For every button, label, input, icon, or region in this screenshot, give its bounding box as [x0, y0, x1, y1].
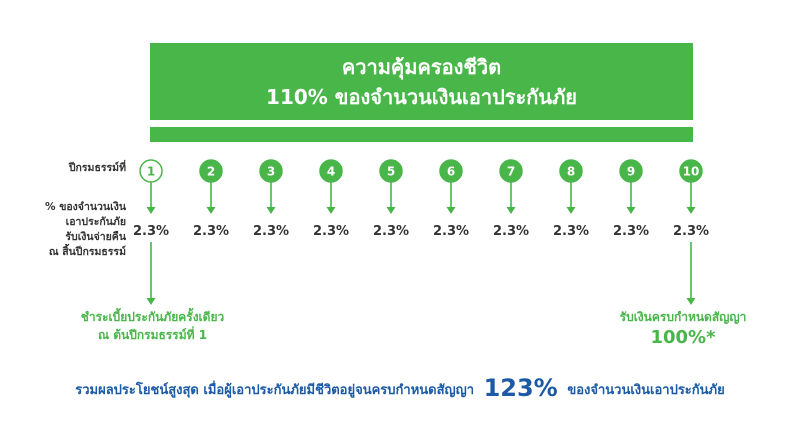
payout-percent: 2.3% — [613, 224, 649, 239]
policy-year-label: ปีกรมธรรม์ที่ — [68, 162, 126, 174]
summary-percent: 123% — [483, 374, 558, 402]
payout-arrow-head — [446, 207, 456, 214]
payout-percent: 2.3% — [133, 224, 169, 239]
payout-arrow-head — [146, 207, 156, 214]
year-number: 7 — [507, 165, 515, 179]
payout-percent: 2.3% — [433, 224, 469, 239]
payout-label-line: เอาประกันภัย — [65, 216, 126, 228]
payout-label-line: รับเงินจ่ายคืน — [65, 231, 126, 243]
year-number: 10 — [683, 165, 700, 179]
payout-percent: 2.3% — [313, 224, 349, 239]
year-number: 3 — [267, 165, 275, 179]
summary-prefix: รวมผลประโยชน์สูงสุด เมื่อผู้เอาประกันภัย… — [75, 383, 474, 398]
year-number: 6 — [447, 165, 455, 179]
banner-title: ความคุ้มครองชีวิต — [341, 54, 502, 79]
banner-subtitle: 110% ของจำนวนเงินเอาประกันภัย — [266, 84, 577, 109]
year-number: 5 — [387, 165, 395, 179]
year-number: 8 — [567, 165, 575, 179]
payout-percent: 2.3% — [193, 224, 229, 239]
payout-percent: 2.3% — [553, 224, 589, 239]
single-premium-note: ชำระเบี้ยประกันภัยครั้งเดียว ณ ต้นปีกรมธ… — [60, 308, 245, 344]
year-number: 4 — [327, 165, 335, 179]
maturity-note: รับเงินครบกำหนดสัญญา 100%* — [588, 308, 778, 350]
payout-label-line: ณ สิ้นปีกรมธรรม์ — [48, 246, 126, 258]
payout-arrow-head — [326, 207, 336, 214]
coverage-banner: ความคุ้มครองชีวิต 110% ของจำนวนเงินเอาปร… — [150, 43, 693, 120]
premium-arrow-head — [146, 298, 156, 305]
maturity-value: 100%* — [650, 327, 716, 348]
summary-suffix: ของจำนวนเงินเอาประกันภัย — [567, 383, 725, 398]
year-number: 2 — [207, 165, 215, 179]
payout-arrow-head — [386, 207, 396, 214]
payout-percent: 2.3% — [373, 224, 409, 239]
payout-percent: 2.3% — [493, 224, 529, 239]
payout-percent: 2.3% — [253, 224, 289, 239]
payout-percent-label: % ของจำนวนเงิน เอาประกันภัย รับเงินจ่ายค… — [45, 200, 126, 260]
payout-arrow-head — [686, 207, 696, 214]
payout-arrow-head — [266, 207, 276, 214]
payout-arrow-head — [206, 207, 216, 214]
total-benefit-summary: รวมผลประโยชน์สูงสุด เมื่อผู้เอาประกันภัย… — [0, 374, 800, 402]
year-number: 9 — [627, 165, 635, 179]
timeline-bar — [150, 127, 693, 142]
payout-percent: 2.3% — [673, 224, 709, 239]
payout-label-line: % ของจำนวนเงิน — [45, 201, 126, 213]
maturity-label: รับเงินครบกำหนดสัญญา — [619, 310, 747, 324]
maturity-arrow-head — [686, 298, 696, 305]
payout-arrow-head — [506, 207, 516, 214]
payout-arrow-head — [626, 207, 636, 214]
single-premium-line: ชำระเบี้ยประกันภัยครั้งเดียว — [80, 310, 225, 324]
single-premium-timing: ณ ต้นปีกรมธรรม์ที่ 1 — [97, 328, 208, 342]
payout-arrow-head — [566, 207, 576, 214]
year-number: 1 — [147, 165, 155, 179]
